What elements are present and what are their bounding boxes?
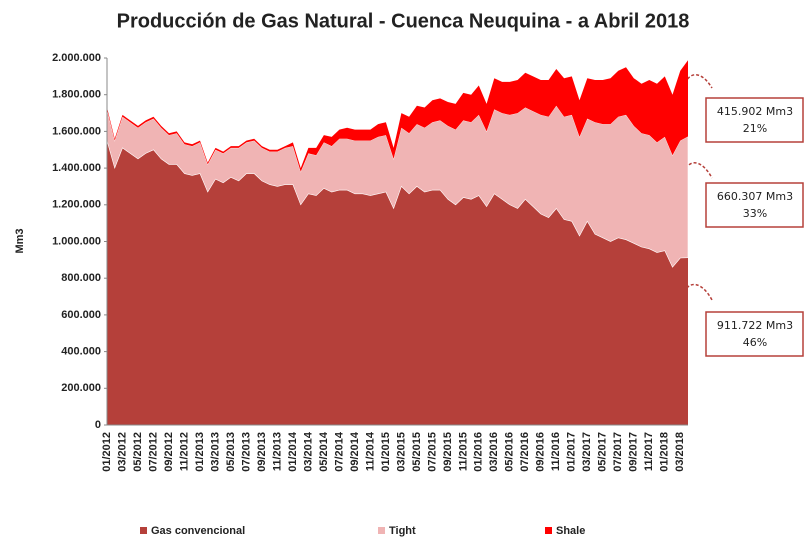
annotation-amount: 660.307 Mm3 xyxy=(717,190,793,203)
y-tick-label: 600.000 xyxy=(61,309,101,321)
x-tick-label: 01/2013 xyxy=(194,432,206,472)
annotation-box xyxy=(705,311,804,357)
y-tick-label: 1.400.000 xyxy=(52,162,101,174)
area xyxy=(107,60,688,172)
x-tick-label: 03/2016 xyxy=(488,432,500,472)
x-tick-label: 03/2017 xyxy=(581,432,593,472)
x-tick-label: 09/2013 xyxy=(256,432,268,472)
x-tick-label: 07/2014 xyxy=(333,431,345,472)
x-tick-label: 11/2014 xyxy=(364,431,376,471)
y-tick-label: 1.000.000 xyxy=(52,235,101,247)
annotation-amount: 415.902 Mm3 xyxy=(717,105,793,118)
x-tick-label: 05/2012 xyxy=(132,432,144,472)
x-tick-label: 11/2016 xyxy=(550,432,562,471)
x-tick-label: 09/2017 xyxy=(628,432,640,472)
y-tick-label: 800.000 xyxy=(61,272,101,284)
x-tick-label: 03/2012 xyxy=(116,432,128,472)
x-tick-label: 11/2013 xyxy=(271,432,283,471)
annotation-share: 33% xyxy=(743,207,767,220)
annotation-box xyxy=(705,97,804,143)
x-tick-label: 03/2014 xyxy=(302,431,314,472)
legend-swatch xyxy=(140,527,147,534)
legend-label: Tight xyxy=(389,525,416,537)
y-tick-label: 2.000.000 xyxy=(52,52,101,64)
legend-swatch xyxy=(378,527,385,534)
x-tick-label: 11/2017 xyxy=(643,432,655,471)
x-tick-label: 07/2015 xyxy=(426,432,438,472)
x-tick-label: 03/2018 xyxy=(674,432,686,472)
x-tick-label: 03/2015 xyxy=(395,432,407,472)
x-tick-label: 01/2015 xyxy=(380,432,392,472)
y-tick-label: 200.000 xyxy=(61,382,101,394)
legend-label: Shale xyxy=(556,525,585,537)
x-tick-label: 09/2014 xyxy=(349,431,361,472)
x-tick-label: 01/2018 xyxy=(659,432,671,472)
x-tick-label: 07/2013 xyxy=(240,432,252,472)
area xyxy=(107,140,688,425)
x-tick-label: 05/2016 xyxy=(504,432,516,472)
x-tick-label: 05/2014 xyxy=(318,431,330,472)
x-tick-label: 09/2016 xyxy=(535,432,547,472)
x-tick-label: 01/2016 xyxy=(473,432,485,472)
x-tick-label: 03/2013 xyxy=(209,432,221,472)
y-tick-label: 1.600.000 xyxy=(52,125,101,137)
y-tick-label: 400.000 xyxy=(61,346,101,358)
legend-swatch xyxy=(545,527,552,534)
x-tick-label: 01/2014 xyxy=(287,431,299,472)
annotation-share: 21% xyxy=(743,122,767,135)
x-tick-label: 07/2016 xyxy=(519,432,531,472)
x-tick-label: 05/2015 xyxy=(411,432,423,472)
x-tick-label: 11/2015 xyxy=(457,432,469,471)
x-tick-label: 11/2012 xyxy=(178,432,190,471)
y-axis-label: Mm3 xyxy=(14,228,26,253)
x-tick-label: 07/2012 xyxy=(147,432,159,472)
arrow xyxy=(681,283,713,303)
annotation-amount: 911.722 Mm3 xyxy=(717,319,793,332)
x-tick-label: 09/2015 xyxy=(442,432,454,472)
y-tick-label: 0 xyxy=(95,419,101,431)
y-tick-label: 1.800.000 xyxy=(52,89,101,101)
x-tick-label: 07/2017 xyxy=(612,432,624,472)
annotation-box xyxy=(705,182,804,228)
x-tick-label: 05/2017 xyxy=(597,432,609,472)
x-tick-label: 01/2017 xyxy=(566,432,578,472)
legend-label: Gas convencional xyxy=(151,525,245,537)
chart-title: Producción de Gas Natural - Cuenca Neuqu… xyxy=(117,10,690,32)
y-tick-label: 1.200.000 xyxy=(52,199,101,211)
annotation-share: 46% xyxy=(743,336,767,349)
x-tick-label: 01/2012 xyxy=(101,432,113,472)
x-tick-label: 09/2012 xyxy=(163,432,175,472)
x-tick-label: 05/2013 xyxy=(225,432,237,472)
